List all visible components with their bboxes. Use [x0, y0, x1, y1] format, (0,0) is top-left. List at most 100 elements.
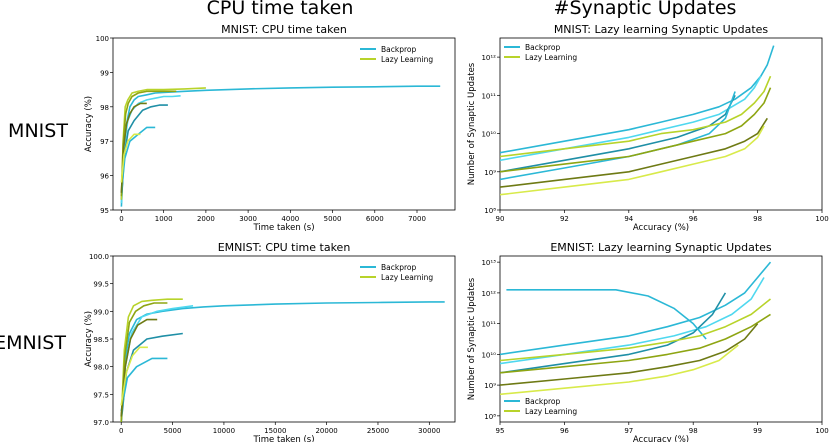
backprop-run-line [120, 301, 445, 422]
plot-area [120, 298, 445, 422]
y-tick-label: 97 [100, 138, 109, 146]
lazy-learning-run-line [500, 75, 772, 158]
backprop-run-line [120, 332, 183, 422]
backprop-run-line [120, 85, 441, 207]
lazy-learning-run-line [500, 117, 768, 188]
x-tick-label: 1000 [155, 215, 173, 223]
lazy-learning-run-line [120, 90, 177, 197]
axes-frame [499, 37, 823, 211]
column-title-synaptic-updates: #Synaptic Updates [554, 0, 737, 19]
lazy-learning-run-line [120, 102, 147, 193]
backprop-run-line [120, 126, 156, 193]
x-axis-label: Time taken (s) [252, 223, 314, 233]
lazy-learning-run-line [120, 298, 183, 422]
y-tick-label: 10⁸ [484, 207, 496, 215]
y-tick-label: 100.0 [89, 253, 109, 261]
y-tick-label: 98.0 [93, 364, 109, 372]
y-tick-label: 97.5 [93, 391, 109, 399]
legend-label: Backprop [525, 43, 560, 52]
panel-emnist-cpu-time: EMNIST: CPU time taken 0 5000 10000 15000 200… [84, 241, 456, 442]
x-tick-label: 5000 [324, 215, 342, 223]
x-axis-label: Time taken (s) [252, 435, 314, 442]
row-label-emnist: EMNIST [0, 332, 66, 354]
y-tick-label: 10⁹ [484, 382, 496, 390]
y-axis-label: Number of Synaptic Updates [467, 277, 477, 400]
y-axis-label: Number of Synaptic Updates [467, 62, 477, 185]
backprop-run-line [120, 305, 194, 422]
x-tick-label: 6000 [366, 215, 384, 223]
y-tick-label: 99 [100, 69, 109, 77]
panel-emnist-synaptic-updates: EMNIST: Lazy learning Synaptic Updates 95… [467, 241, 829, 442]
x-tick-label: 15000 [264, 427, 286, 435]
panel-mnist-synaptic-updates: MNIST: Lazy learning Synaptic Updates 90 9… [467, 23, 829, 233]
x-tick-label: 90 [496, 215, 505, 223]
x-axis-label: Accuracy (%) [633, 435, 689, 442]
x-tick-label: 0 [119, 427, 123, 435]
x-axis-label: Accuracy (%) [633, 223, 689, 233]
x-tick-label: 20000 [315, 427, 337, 435]
y-tick-label: 98.5 [93, 336, 109, 344]
row-label-mnist: MNIST [8, 120, 68, 142]
plot-area [500, 45, 775, 196]
y-tick-label: 97.0 [93, 419, 109, 427]
legend-label: Lazy Learning [525, 53, 577, 62]
y-tick-label: 10¹² [481, 290, 496, 298]
lazy-learning-run-line [500, 313, 771, 374]
y-axis-label: Accuracy (%) [84, 311, 94, 367]
legend-label: Backprop [525, 397, 560, 406]
legend-label: Backprop [381, 45, 416, 54]
y-tick-label: 10¹³ [481, 259, 496, 267]
y-tick-label: 100 [96, 35, 109, 43]
legend-label: Lazy Learning [381, 273, 433, 282]
backprop-run-line [506, 288, 707, 340]
lazy-learning-run-line [500, 87, 772, 173]
x-tick-label: 99 [753, 427, 762, 435]
backprop-run-line [500, 292, 727, 374]
y-tick-label: 10⁸ [484, 413, 496, 421]
lazy-learning-run-line [120, 87, 206, 200]
lazy-learning-run-line [500, 298, 771, 362]
axes-frame [112, 37, 456, 211]
backprop-run-line [500, 94, 736, 173]
x-tick-label: 0 [119, 215, 123, 223]
y-tick-label: 95 [100, 207, 109, 215]
panel-title: MNIST: CPU time taken [221, 23, 347, 36]
x-tick-label: 5000 [164, 427, 182, 435]
x-tick-label: 25000 [367, 427, 389, 435]
x-tick-label: 10000 [213, 427, 235, 435]
plot-area [120, 85, 441, 207]
x-tick-label: 4000 [281, 215, 299, 223]
backprop-run-line [500, 75, 762, 162]
x-tick-label: 3000 [239, 215, 257, 223]
x-tick-label: 7000 [408, 215, 426, 223]
y-tick-label: 98 [100, 104, 109, 112]
plot-area [500, 261, 772, 396]
axes-frame [499, 255, 823, 423]
x-tick-label: 95 [496, 427, 505, 435]
y-tick-label: 10¹² [481, 54, 496, 62]
legend-label: Lazy Learning [525, 407, 577, 416]
y-tick-label: 96 [100, 173, 109, 181]
x-tick-label: 96 [560, 427, 569, 435]
x-tick-label: 98 [753, 215, 762, 223]
y-axis-label: Accuracy (%) [84, 96, 94, 152]
y-tick-label: 99.0 [93, 308, 109, 316]
legend-label: Backprop [381, 263, 416, 272]
y-tick-label: 10¹¹ [481, 92, 496, 100]
x-tick-label: 100 [815, 427, 828, 435]
panel-title: EMNIST: CPU time taken [218, 241, 351, 254]
x-tick-label: 96 [689, 215, 698, 223]
y-tick-label: 10¹⁰ [481, 351, 496, 359]
column-title-cpu-time: CPU time taken [207, 0, 354, 19]
x-tick-label: 30000 [418, 427, 440, 435]
panel-mnist-cpu-time: MNIST: CPU time taken 0 1000 2000 3000 4000 50… [84, 23, 456, 233]
lazy-learning-run-line [120, 346, 148, 406]
backprop-run-line [120, 357, 168, 412]
lazy-learning-run-line [500, 344, 739, 396]
backprop-run-line [500, 45, 775, 154]
x-tick-label: 97 [624, 427, 633, 435]
